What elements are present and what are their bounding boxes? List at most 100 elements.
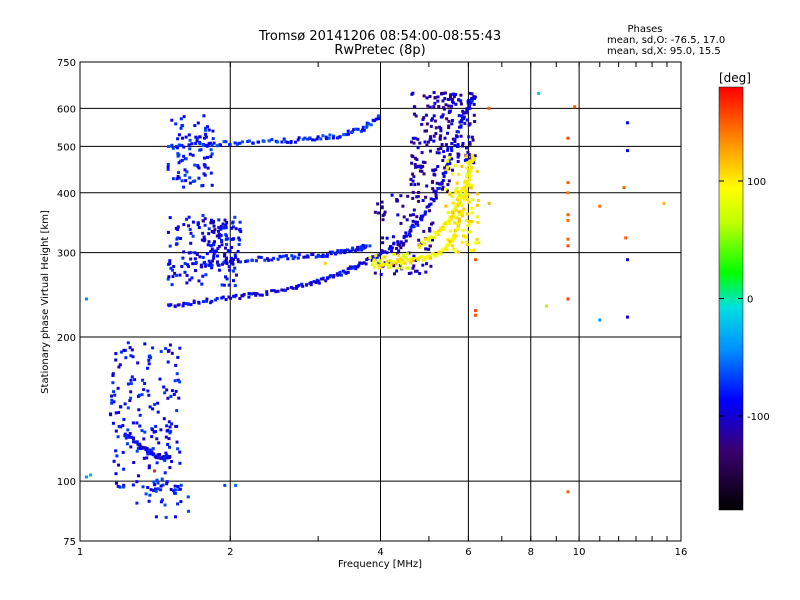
data-point [459,93,463,97]
data-point [470,99,474,103]
data-point [430,222,433,226]
data-point [166,165,170,169]
data-point [471,198,474,202]
data-point [187,143,191,147]
data-point [167,275,171,279]
data-point [448,229,452,233]
data-point [220,238,223,242]
data-point [411,179,415,183]
data-point [224,275,227,279]
data-point [466,172,470,176]
data-point [385,236,389,240]
data-point [247,139,251,143]
data-point [150,450,154,454]
data-point [566,490,570,494]
data-point [422,257,426,261]
data-point [411,196,415,200]
data-point [129,378,133,382]
data-point [182,250,186,254]
data-point [433,230,437,234]
data-point [468,160,472,164]
data-point [300,282,304,286]
data-point [459,102,463,106]
data-point [166,167,170,171]
data-point [365,125,369,129]
data-point [476,199,480,202]
data-point [455,186,459,190]
data-point [436,147,440,151]
data-point [317,281,321,285]
data-point [176,485,180,488]
data-point [381,218,385,222]
data-point [217,229,220,233]
data-point [441,187,444,191]
data-point [374,262,378,266]
data-point [280,288,284,292]
data-point [414,114,418,118]
data-point [219,224,223,228]
data-point [209,244,213,248]
data-point [402,215,406,219]
data-point [113,393,117,397]
data-point [425,96,429,100]
data-point [453,189,457,193]
data-point [234,255,238,259]
colorbar-tick-label: 0 [747,295,753,306]
data-point [119,350,123,354]
data-point [241,140,244,144]
data-point [165,429,169,433]
data-point [173,304,177,308]
data-point [250,292,253,296]
data-point [464,219,468,223]
data-point [435,231,439,234]
data-point [152,452,156,456]
data-point [286,257,290,261]
data-point [566,213,570,217]
data-point [184,157,188,161]
data-point [324,279,328,283]
data-point [414,258,417,262]
data-point [175,409,179,413]
data-point [163,459,167,463]
data-point [456,160,460,163]
data-point [210,183,214,187]
data-point [231,269,235,273]
data-point [373,210,377,214]
data-point [126,341,130,345]
data-point [234,227,238,231]
data-point [470,183,473,187]
data-point [459,197,462,201]
data-point [155,478,159,482]
data-point [412,254,416,258]
data-point [443,171,447,175]
data-point [411,219,415,223]
data-point [408,228,412,232]
data-point [446,220,450,224]
data-point [179,126,183,130]
data-point [544,304,548,308]
data-point [224,140,228,144]
data-point [170,283,174,287]
data-point [201,256,205,259]
data-point [175,177,179,181]
data-point [283,288,287,292]
data-point [468,177,471,181]
data-point [233,215,237,219]
data-point [257,255,261,259]
data-point [325,137,328,141]
data-point [203,260,207,264]
data-point [168,425,172,429]
data-point [416,220,419,224]
data-point [178,380,182,384]
data-point [210,152,214,156]
data-point [429,124,433,128]
data-point [187,265,190,268]
data-point [286,287,290,291]
data-point [236,142,240,146]
data-point [450,147,453,150]
y-tick-label: 75 [63,537,76,548]
data-point [117,463,120,467]
data-point [463,158,467,162]
data-point [174,515,177,519]
data-point [462,234,465,238]
